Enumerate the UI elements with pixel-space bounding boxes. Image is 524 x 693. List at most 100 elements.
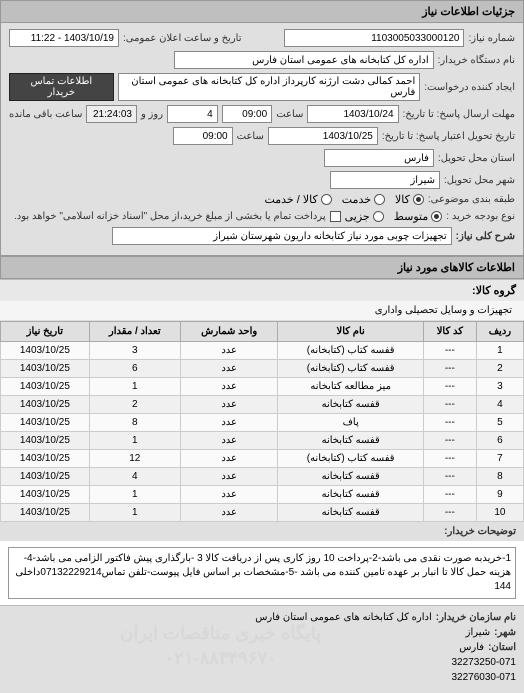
cell-unit: عدد: [180, 360, 278, 378]
cell-n: 3: [476, 378, 523, 396]
col-date: تاریخ نیاز: [1, 322, 90, 342]
deadline-send-time: 09:00: [222, 105, 273, 123]
cell-n: 2: [476, 360, 523, 378]
need-desc-label: شرح کلی نیاز:: [456, 231, 515, 242]
cell-date: 1403/10/25: [1, 486, 90, 504]
buyer-org-field: اداره کل کتابخانه های عمومی استان فارس: [174, 51, 434, 69]
radio-small[interactable]: جزیی: [345, 210, 384, 223]
table-row: 3---میز مطالعه کتابخانهعدد11403/10/25: [1, 378, 524, 396]
cell-unit: عدد: [180, 468, 278, 486]
cell-n: 4: [476, 396, 523, 414]
cell-date: 1403/10/25: [1, 378, 90, 396]
cell-qty: 4: [89, 468, 180, 486]
col-qty: تعداد / مقدار: [89, 322, 180, 342]
purchase-type-label: نوع بودجه خرید :: [446, 211, 515, 222]
cell-code: ---: [423, 432, 476, 450]
cell-code: ---: [423, 378, 476, 396]
buyer-city: شیراز: [466, 627, 491, 638]
cell-code: ---: [423, 450, 476, 468]
need-number-field: 1103005033000120: [284, 29, 464, 47]
cell-name: قفسه کتابخانه: [278, 504, 423, 522]
cell-date: 1403/10/25: [1, 432, 90, 450]
announce-field: 1403/10/19 - 11:22: [9, 29, 119, 47]
cell-name: پاف: [278, 414, 423, 432]
table-row: 5---پافعدد81403/10/25: [1, 414, 524, 432]
radio-icon: [373, 211, 384, 222]
city-label: شهر محل تحویل:: [444, 175, 515, 186]
cell-unit: عدد: [180, 432, 278, 450]
payment-checkbox[interactable]: [330, 211, 341, 222]
cell-qty: 12: [89, 450, 180, 468]
buyer-title: نام سازمان خریدار:: [436, 612, 516, 623]
cell-unit: عدد: [180, 378, 278, 396]
notes-label: توضیحات خریدار:: [444, 526, 516, 537]
cell-qty: 8: [89, 414, 180, 432]
cell-date: 1403/10/25: [1, 360, 90, 378]
cell-n: 1: [476, 342, 523, 360]
cell-code: ---: [423, 396, 476, 414]
radio-medium[interactable]: متوسط: [394, 210, 443, 223]
cell-n: 6: [476, 432, 523, 450]
radio-icon: [431, 211, 442, 222]
table-row: 2---قفسه کتاب (کتابخانه)عدد61403/10/25: [1, 360, 524, 378]
buyer-org: اداره کل کتابخانه های عمومی استان فارس: [255, 612, 432, 623]
payment-note: پرداخت تمام یا بخشی از مبلغ خرید،از محل …: [14, 211, 326, 222]
cell-n: 7: [476, 450, 523, 468]
remain-time: 21:24:03: [86, 105, 137, 123]
table-row: 10---قفسه کتابخانهعدد11403/10/25: [1, 504, 524, 522]
cell-unit: عدد: [180, 450, 278, 468]
col-name: نام کالا: [278, 322, 423, 342]
cell-date: 1403/10/25: [1, 342, 90, 360]
goods-table: ردیف کد کالا نام کالا واحد شمارش تعداد /…: [0, 321, 524, 522]
remain-days: 4: [167, 105, 218, 123]
cell-qty: 2: [89, 396, 180, 414]
buyer-contact-button[interactable]: اطلاعات تماس خریدار: [9, 73, 114, 101]
buyer-province-label: استان:: [488, 642, 516, 653]
cell-code: ---: [423, 414, 476, 432]
goods-section-header: اطلاعات کالاهای مورد نیاز: [0, 256, 524, 279]
radio-icon: [413, 194, 424, 205]
notes-box: 1-خریدبه صورت نقدی می باشد-2-پرداخت 10 ر…: [8, 547, 516, 599]
province-label: استان محل تحویل:: [438, 153, 515, 164]
buyer-org-label: نام دستگاه خریدار:: [438, 55, 515, 66]
table-row: 1---قفسه کتاب (کتابخانه)عدد31403/10/25: [1, 342, 524, 360]
table-row: 7---قفسه کتاب (کتابخانه)عدد121403/10/25: [1, 450, 524, 468]
cell-qty: 1: [89, 432, 180, 450]
cell-unit: عدد: [180, 504, 278, 522]
time-label-1: ساعت: [276, 109, 303, 120]
deadline-send-label: مهلت ارسال پاسخ: تا تاریخ:: [403, 109, 515, 120]
need-desc-field: تجهیزات چوبی مورد نیاز کتابخانه داریون ش…: [112, 227, 452, 245]
cell-code: ---: [423, 468, 476, 486]
cell-date: 1403/10/25: [1, 450, 90, 468]
time-label-2: ساعت: [237, 131, 264, 142]
cell-qty: 1: [89, 378, 180, 396]
form-area: شماره نیاز: 1103005033000120 تاریخ و ساع…: [0, 23, 524, 256]
cell-unit: عدد: [180, 414, 278, 432]
table-row: 4---قفسه کتابخانهعدد21403/10/25: [1, 396, 524, 414]
col-code: کد کالا: [423, 322, 476, 342]
page-header: جزئیات اطلاعات نیاز: [0, 0, 524, 23]
buyer-city-label: شهر:: [494, 627, 516, 638]
category-radios: کالا خدمت کالا / خدمت: [264, 193, 423, 206]
radio-both[interactable]: کالا / خدمت: [264, 193, 331, 206]
cell-name: میز مطالعه کتابخانه: [278, 378, 423, 396]
col-unit: واحد شمارش: [180, 322, 278, 342]
radio-goods[interactable]: کالا: [395, 193, 424, 206]
buyer-phone1: 32273250-071: [451, 657, 516, 668]
cell-name: قفسه کتابخانه: [278, 486, 423, 504]
group-label: گروه کالا:: [0, 279, 524, 301]
cell-unit: عدد: [180, 486, 278, 504]
purchase-type-radios: متوسط جزیی: [345, 210, 443, 223]
cell-code: ---: [423, 342, 476, 360]
table-row: 6---قفسه کتابخانهعدد11403/10/25: [1, 432, 524, 450]
radio-service[interactable]: خدمت: [342, 193, 385, 206]
requester-label: ایجاد کننده درخواست:: [424, 82, 515, 93]
cell-qty: 1: [89, 486, 180, 504]
table-row: 8---قفسه کتابخانهعدد41403/10/25: [1, 468, 524, 486]
cell-code: ---: [423, 504, 476, 522]
announce-label: تاریخ و ساعت اعلان عمومی:: [123, 33, 242, 44]
buyer-info: نام سازمان خریدار: اداره کل کتابخانه های…: [0, 605, 524, 693]
remain-suffix: ساعت باقی مانده: [9, 109, 82, 120]
cell-date: 1403/10/25: [1, 414, 90, 432]
credit-label: تاریخ تحویل اعتبار پاسخ: تا تاریخ:: [382, 131, 515, 142]
